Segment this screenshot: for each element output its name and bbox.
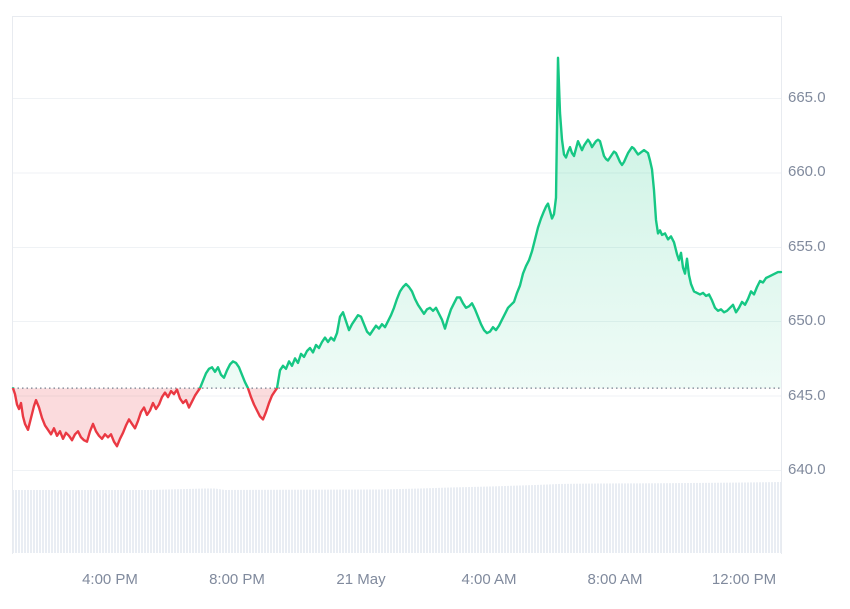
y-axis-label: 650.0 xyxy=(788,312,826,330)
price-area-down xyxy=(13,388,781,447)
price-line-up xyxy=(11,56,783,389)
price-line-down xyxy=(11,388,279,448)
x-axis-label: 8:00 AM xyxy=(587,571,643,588)
y-axis-label: 665.0 xyxy=(788,89,826,106)
x-axis-label: 12:00 PM xyxy=(711,571,777,588)
y-axis-label: 640.0 xyxy=(788,461,826,478)
plot-border xyxy=(12,16,782,554)
y-axis-label: 655.0 xyxy=(788,237,826,255)
x-axis-label: 8:00 PM xyxy=(209,571,265,588)
x-axis-label: 21 May xyxy=(336,571,386,588)
x-axis-label: 4:00 AM xyxy=(461,571,517,588)
price-area-up xyxy=(200,57,781,389)
y-axis-label: 645.0 xyxy=(788,386,826,404)
navigator-band[interactable] xyxy=(13,482,781,553)
x-axis-label: 4:00 PM xyxy=(82,571,138,588)
y-axis-label: 660.0 xyxy=(788,163,826,181)
